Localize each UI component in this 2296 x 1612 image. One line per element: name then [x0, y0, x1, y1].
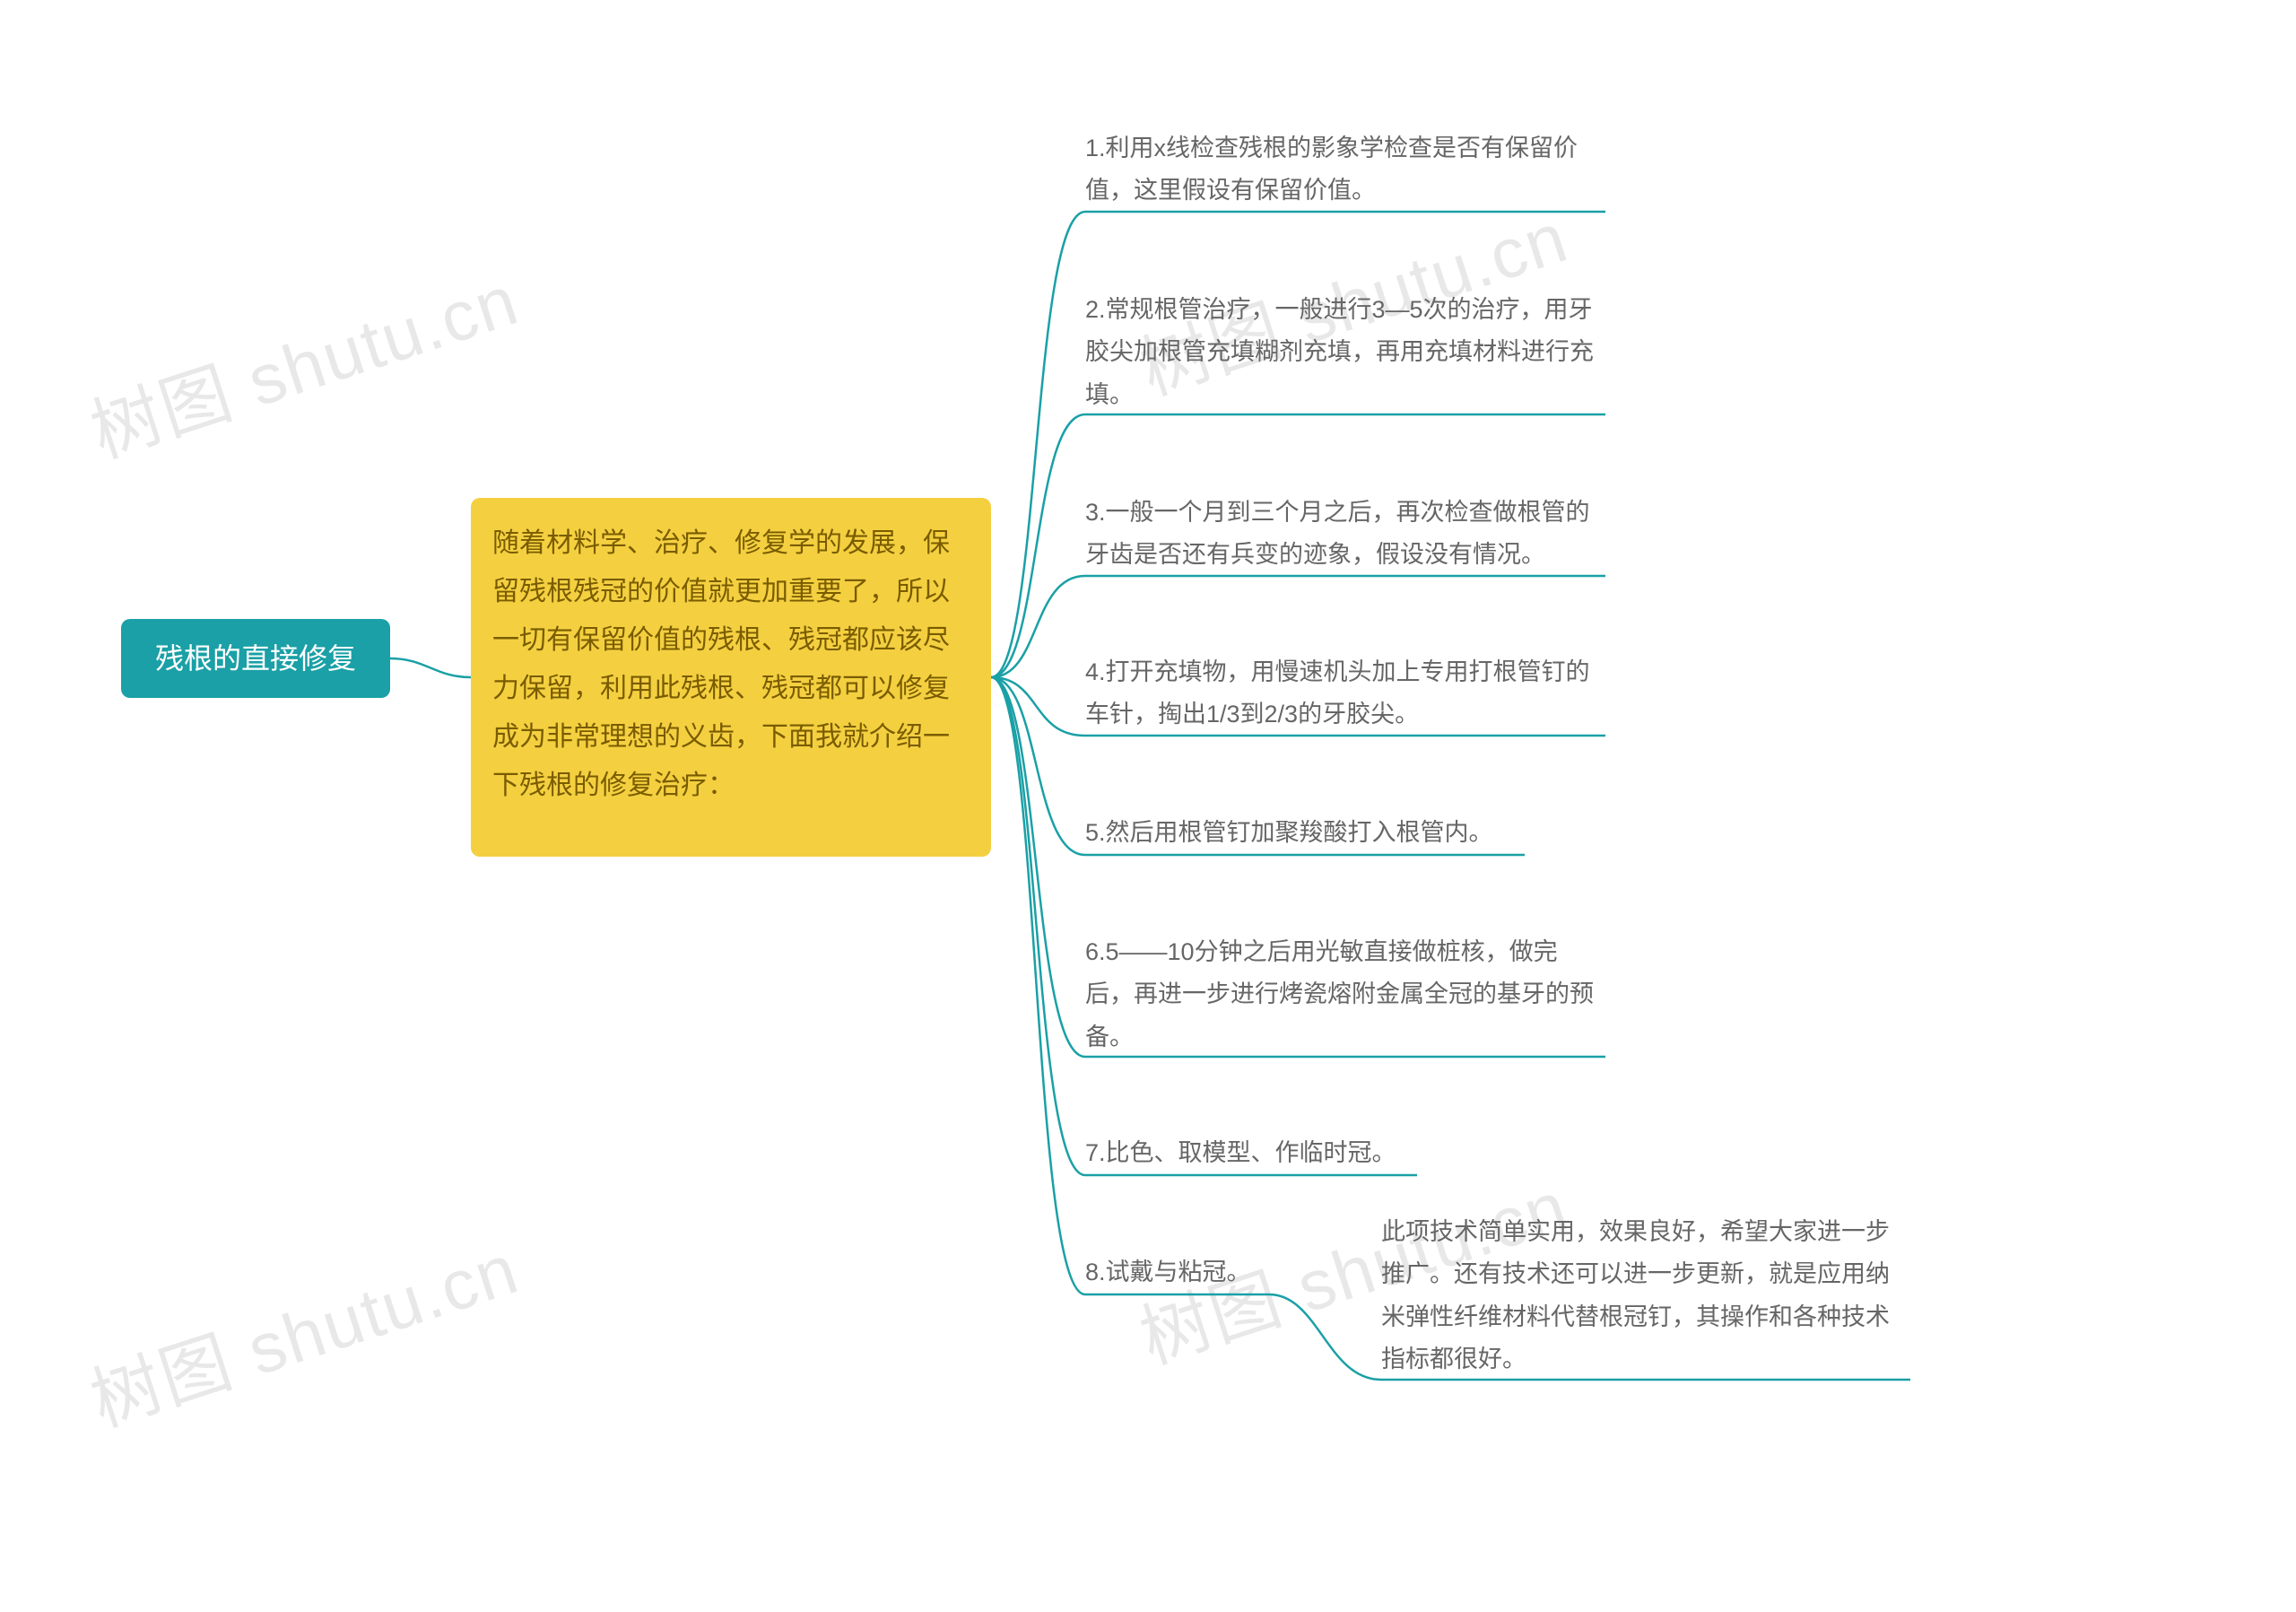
- step-2[interactable]: 2.常规根管治疗，一般进行3—5次的治疗，用牙胶尖加根管充填糊剂充填，再用充填材…: [1085, 289, 1605, 416]
- step-7[interactable]: 7.比色、取模型、作临时冠。: [1085, 1132, 1605, 1174]
- step-text: 3.一般一个月到三个月之后，再次检查做根管的牙齿是否还有兵变的迹象，假设没有情况…: [1085, 499, 1590, 568]
- step-text: 6.5——10分钟之后用光敏直接做桩核，做完后，再进一步进行烤瓷熔附金属全冠的基…: [1085, 938, 1594, 1050]
- root-node[interactable]: 残根的直接修复: [121, 619, 390, 698]
- watermark: 树图 shutu.cn: [76, 1214, 529, 1446]
- step-text: 4.打开充填物，用慢速机头加上专用打根管钉的车针，掏出1/3到2/3的牙胶尖。: [1085, 658, 1590, 728]
- root-label: 残根的直接修复: [155, 633, 356, 684]
- watermark: 树图 shutu.cn: [76, 245, 529, 477]
- intro-text: 随着材料学、治疗、修复学的发展，保留残根残冠的价值就更加重要了，所以一切有保留价…: [492, 528, 950, 800]
- step-8-detail[interactable]: 此项技术简单实用，效果良好，希望大家进一步推广。还有技术还可以进一步更新，就是应…: [1381, 1211, 1910, 1381]
- step-8-detail-text: 此项技术简单实用，效果良好，希望大家进一步推广。还有技术还可以进一步更新，就是应…: [1381, 1218, 1890, 1372]
- step-8[interactable]: 8.试戴与粘冠。: [1085, 1251, 1274, 1294]
- step-text: 2.常规根管治疗，一般进行3—5次的治疗，用牙胶尖加根管充填糊剂充填，再用充填材…: [1085, 296, 1594, 408]
- step-6[interactable]: 6.5——10分钟之后用光敏直接做桩核，做完后，再进一步进行烤瓷熔附金属全冠的基…: [1085, 931, 1605, 1059]
- step-text: 7.比色、取模型、作临时冠。: [1085, 1139, 1396, 1166]
- step-4[interactable]: 4.打开充填物，用慢速机头加上专用打根管钉的车针，掏出1/3到2/3的牙胶尖。: [1085, 651, 1605, 736]
- mindmap-canvas: 树图 shutu.cn 树图 shutu.cn 树图 shutu.cn 树图 s…: [0, 0, 2296, 1612]
- intro-node[interactable]: 随着材料学、治疗、修复学的发展，保留残根残冠的价值就更加重要了，所以一切有保留价…: [471, 498, 991, 857]
- step-text: 8.试戴与粘冠。: [1085, 1259, 1251, 1285]
- step-text: 1.利用x线检查残根的影象学检查是否有保留价值，这里假设有保留价值。: [1085, 135, 1578, 204]
- step-text: 5.然后用根管钉加聚羧酸打入根管内。: [1085, 819, 1493, 846]
- step-1[interactable]: 1.利用x线检查残根的影象学检查是否有保留价值，这里假设有保留价值。: [1085, 127, 1605, 213]
- step-5[interactable]: 5.然后用根管钉加聚羧酸打入根管内。: [1085, 812, 1605, 854]
- step-3[interactable]: 3.一般一个月到三个月之后，再次检查做根管的牙齿是否还有兵变的迹象，假设没有情况…: [1085, 492, 1605, 577]
- connectors-layer: [0, 0, 2296, 1612]
